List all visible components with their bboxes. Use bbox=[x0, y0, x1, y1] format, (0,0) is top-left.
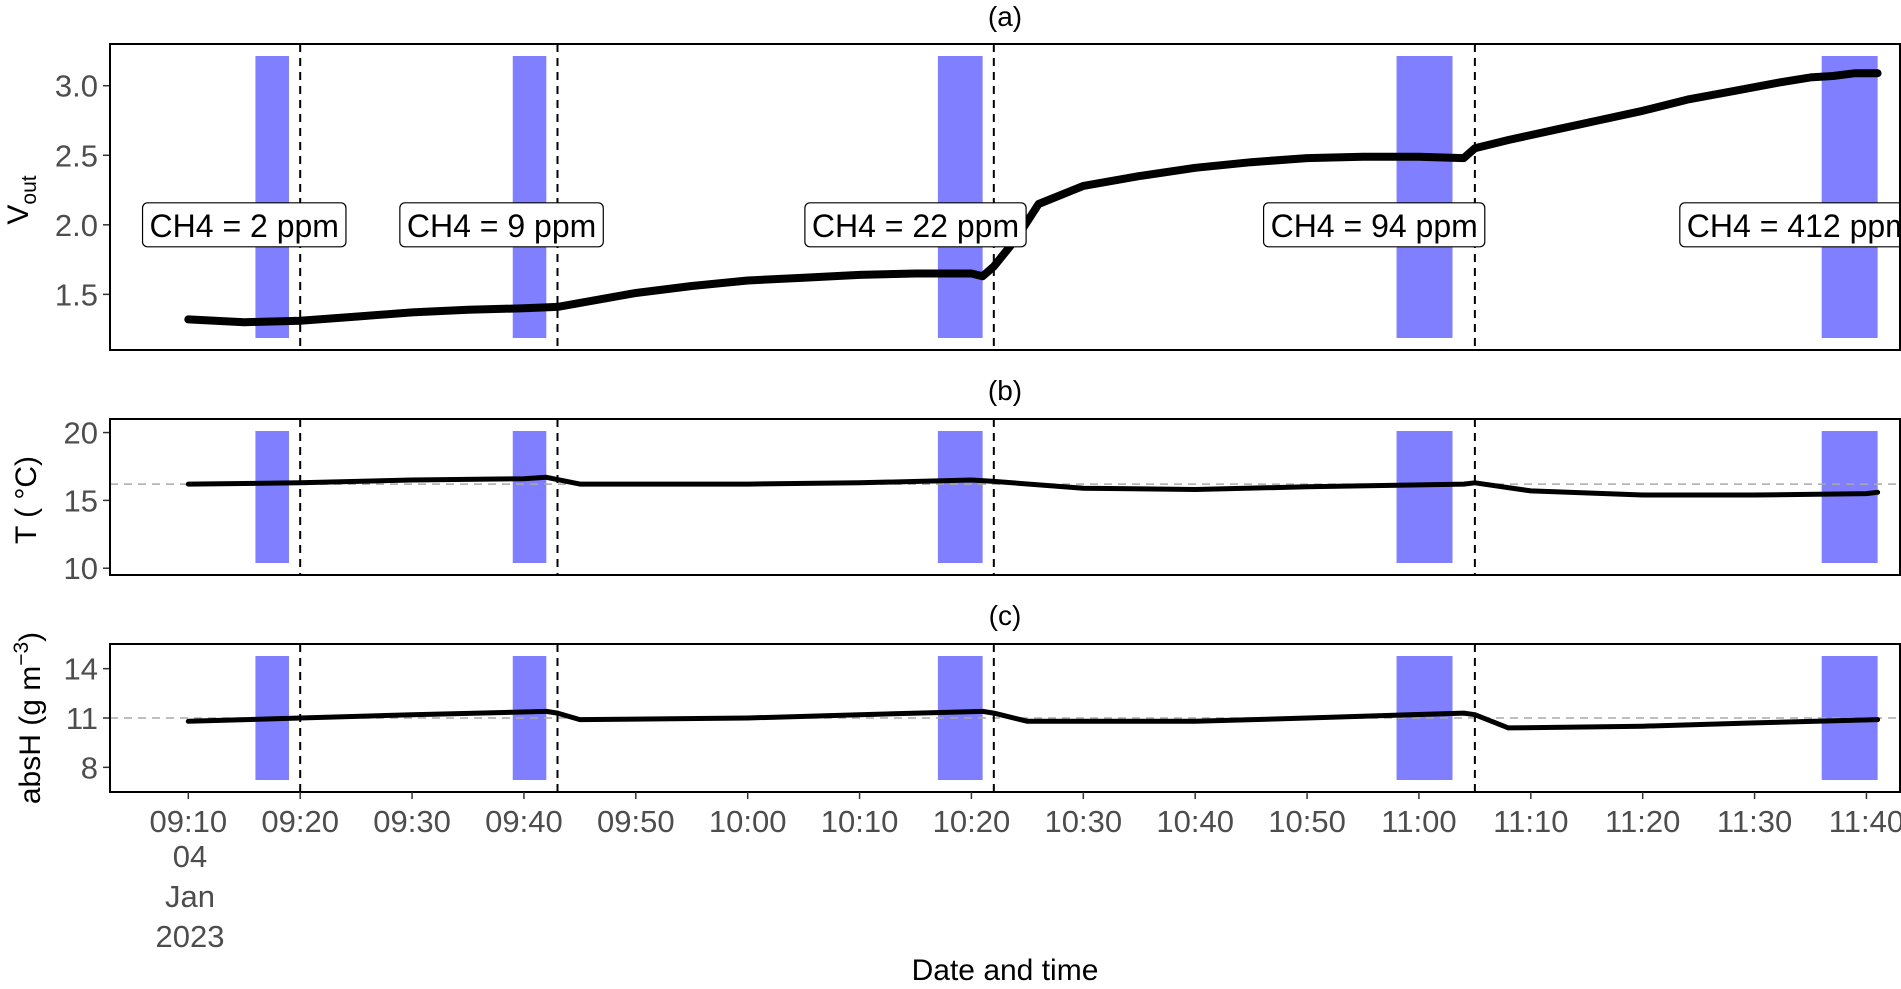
x-tick-label-1000: 10:00 bbox=[709, 804, 787, 839]
panel-a-sampling-band-3 bbox=[937, 56, 983, 338]
annotation-box bbox=[1262, 202, 1486, 248]
annotation-text: CH4 = 9 ppm bbox=[407, 208, 596, 244]
panel-b-ytick-label-10: 10 bbox=[64, 551, 98, 586]
x-tick-label-0920: 09:20 bbox=[261, 804, 339, 839]
panel-b-series-line-1 bbox=[185, 474, 1881, 498]
panel-a: 1.5 2.0 2.5 3.0 CH4 = 2 ppm CH4 = 9 ppm CH4 = … bbox=[55, 43, 1901, 351]
panel-a-frame bbox=[109, 43, 1901, 351]
panel-a-annotation-1: CH4 = 2 ppm bbox=[141, 202, 347, 248]
panel-c-ytick-label-14: 14 bbox=[64, 652, 98, 687]
panel-a-sampling-band-4 bbox=[1396, 56, 1453, 338]
panel-b-sampling-band-5 bbox=[1821, 431, 1878, 563]
panel-c-ytick-label-8: 8 bbox=[81, 750, 98, 785]
panel-a-annotation-3: CH4 = 22 ppm bbox=[804, 202, 1027, 248]
panel-a-annotation-2: CH4 = 9 ppm bbox=[399, 202, 604, 248]
x-tick-label-1140: 11:40 bbox=[1829, 804, 1901, 839]
x-tick-label-1030: 10:30 bbox=[1045, 804, 1123, 839]
panel-a-sampling-band-1 bbox=[255, 56, 289, 338]
x-tick-label-1120: 11:20 bbox=[1605, 804, 1680, 839]
panel-a-sampling-band-2 bbox=[512, 56, 547, 338]
x-tick-label-1130: 11:30 bbox=[1717, 804, 1792, 839]
panel-c-ylabel-close: ) bbox=[14, 632, 47, 642]
x-axis: 09:10 09:20 09:30 09:40 09:50 10:00 10:10 10:20… bbox=[150, 792, 1901, 839]
x-tick-label-0930: 09:30 bbox=[373, 804, 451, 839]
x-tick-label-0940: 09:40 bbox=[485, 804, 563, 839]
panel-c-ytick-label-11: 11 bbox=[66, 701, 98, 736]
panel-a-sampling-band-5 bbox=[1821, 56, 1878, 338]
panel-c-title: (c) bbox=[989, 600, 1022, 631]
annotation-box bbox=[399, 202, 604, 248]
x-tick-label-1100: 11:00 bbox=[1381, 804, 1456, 839]
panel-a-series-line-1 bbox=[184, 69, 1882, 327]
annotation-box bbox=[804, 202, 1027, 248]
panel-b-ytick-label-15: 15 bbox=[64, 483, 98, 518]
annotation-text: CH4 = 22 ppm bbox=[812, 208, 1019, 244]
panel-c-ylabel: absH (g m−3) bbox=[10, 632, 47, 804]
panel-c: 8 11 14 bbox=[64, 643, 1901, 793]
panel-b: 10 15 20 bbox=[64, 416, 1901, 586]
x-tick-label-1010: 10:10 bbox=[821, 804, 899, 839]
x-tick-label-0910: 09:10 bbox=[150, 804, 228, 839]
panel-b-ylabel: T ( °C) bbox=[10, 456, 43, 544]
annotation-text: CH4 = 412 ppm bbox=[1687, 208, 1901, 244]
annotation-box bbox=[141, 202, 347, 248]
x-tick-label-0950: 09:50 bbox=[597, 804, 675, 839]
x-tick-label-1020: 10:20 bbox=[933, 804, 1011, 839]
panel-b-frame bbox=[109, 418, 1901, 576]
panel-a-ylabel: Vout bbox=[2, 175, 41, 224]
panel-b-sampling-band-2 bbox=[512, 431, 547, 563]
x-tick-label-1050: 10:50 bbox=[1268, 804, 1346, 839]
panel-a-annotation-4: CH4 = 94 ppm bbox=[1262, 202, 1486, 248]
panel-c-ylabel-sup: −3 bbox=[10, 642, 33, 666]
panel-c-frame bbox=[109, 643, 1901, 793]
annotation-text: CH4 = 2 ppm bbox=[150, 208, 339, 244]
svg-text:Vout: Vout bbox=[2, 175, 41, 224]
x-tick-label-1110: 11:10 bbox=[1493, 804, 1568, 839]
panel-b-sampling-band-4 bbox=[1396, 431, 1453, 563]
x-tick-date-day: 04 bbox=[173, 839, 207, 874]
x-axis-title: Date and time bbox=[912, 954, 1099, 987]
panel-a-ytick-label-2.5: 2.5 bbox=[55, 138, 98, 173]
panel-b-sampling-band-1 bbox=[255, 431, 289, 563]
annotation-box bbox=[1679, 202, 1901, 248]
x-tick-date-month: Jan bbox=[165, 879, 215, 914]
panel-a-ytick-label-3.0: 3.0 bbox=[55, 69, 98, 104]
panel-a-ylabel-main: V bbox=[2, 205, 35, 225]
x-tick-label-1040: 10:40 bbox=[1156, 804, 1234, 839]
panel-c-ylabel-main: absH (g m bbox=[14, 666, 47, 804]
svg-text:absH (g m−3): absH (g m−3) bbox=[10, 632, 47, 804]
annotation-text: CH4 = 94 ppm bbox=[1271, 208, 1478, 244]
panel-a-ytick-label-2.0: 2.0 bbox=[55, 208, 98, 243]
panel-b-title: (b) bbox=[988, 375, 1022, 406]
panel-b-sampling-band-3 bbox=[937, 431, 983, 563]
panel-b-ytick-label-20: 20 bbox=[64, 416, 98, 451]
x-tick-date-year: 2023 bbox=[156, 919, 225, 954]
panel-a-ytick-label-1.5: 1.5 bbox=[55, 277, 98, 312]
panel-a-title: (a) bbox=[988, 1, 1022, 32]
panel-c-sampling-band-3 bbox=[937, 656, 983, 780]
panel-a-annotation-5: CH4 = 412 ppm bbox=[1679, 202, 1901, 248]
panel-a-ylabel-sub: out bbox=[18, 175, 41, 204]
panel-c-series-line-1 bbox=[185, 708, 1881, 731]
